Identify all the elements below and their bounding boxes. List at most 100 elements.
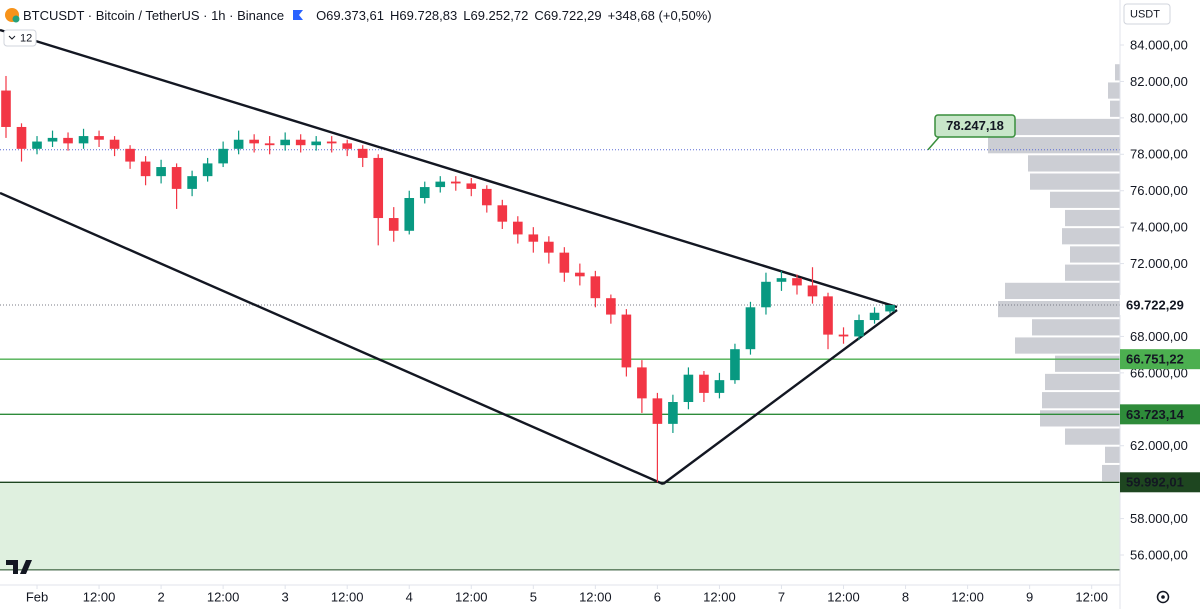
callout-pointer: [927, 135, 941, 151]
candle-body: [745, 307, 756, 350]
volume-profile-bar: [1055, 355, 1120, 372]
candle-body: [466, 183, 477, 189]
volume-profile-bar: [1032, 319, 1120, 336]
candle-body: [513, 221, 523, 235]
support-zone: [0, 482, 1120, 570]
upper-trendline: [0, 28, 898, 309]
candle-body: [78, 136, 89, 144]
candle-body: [559, 252, 570, 273]
y-tick-label: 80.000,00: [1130, 110, 1188, 125]
y-tick-label: 62.000,00: [1130, 438, 1188, 453]
candle-body: [1, 90, 11, 127]
volume-profile-bar: [1062, 228, 1120, 245]
candle-body: [295, 139, 306, 146]
volume-profile-bar: [1030, 173, 1120, 190]
high-value: H69.728,83: [390, 7, 458, 23]
change-value: +348,68 (+0,50%): [607, 7, 712, 23]
candle-body: [94, 136, 104, 140]
volume-profile-bar: [1028, 155, 1120, 172]
y-tick-label: 74.000,00: [1130, 220, 1188, 235]
open-value: O69.373,61: [316, 7, 385, 23]
indicator-toggle[interactable]: 12: [3, 29, 37, 47]
y-tick-label: 58.000,00: [1130, 511, 1188, 526]
candle-body: [575, 272, 585, 277]
candle-body: [730, 349, 740, 381]
candle-body: [683, 374, 694, 403]
flag-shape: [293, 10, 304, 20]
x-tick-label: 12:00: [951, 589, 984, 604]
level-badge: [1120, 404, 1200, 425]
level-label: 66.751,22: [1126, 352, 1184, 367]
under-layer: [0, 64, 1120, 571]
level-label: 63.723,14: [1126, 407, 1185, 422]
usdt-icon: [12, 15, 20, 23]
x-tick-label: 3: [282, 589, 289, 604]
candle-body: [668, 402, 678, 424]
candle-body: [497, 205, 508, 222]
volume-profile-bar: [998, 301, 1120, 318]
symbol-title[interactable]: BTCUSDT · Bitcoin / TetherUS · 1h · Bina…: [23, 7, 285, 23]
volume-profile-bar: [1015, 337, 1120, 354]
candle-body: [404, 198, 415, 231]
last-price-badge: [1120, 295, 1200, 316]
candle-body: [590, 276, 601, 299]
low-value: L69.252,72: [463, 7, 529, 23]
volume-profile-bar: [995, 118, 1120, 136]
y-tick-label: 82.000,00: [1130, 74, 1188, 89]
candle-body: [373, 157, 384, 219]
x-tick-label: 6: [654, 589, 661, 604]
flag-icon[interactable]: [292, 9, 304, 21]
volume-profile-bar: [1070, 246, 1120, 263]
candle-body: [218, 148, 228, 164]
lower-trendline: [0, 191, 664, 486]
volume-profile-bar: [1050, 191, 1120, 208]
indicator-count: 12: [20, 32, 32, 44]
x-tick-label: 12:00: [703, 589, 736, 604]
candle-body: [32, 141, 42, 149]
candle-body: [63, 137, 73, 144]
trendlines: [0, 28, 898, 486]
candle-body: [125, 148, 135, 162]
currency-button[interactable]: USDT: [1123, 3, 1171, 25]
candle-body: [528, 234, 539, 242]
y-tick-label: 72.000,00: [1130, 256, 1188, 271]
volume-profile-bar: [1102, 464, 1120, 482]
volume-profile-bar: [1065, 209, 1120, 227]
candle-body: [854, 320, 864, 337]
candle-body: [388, 218, 399, 231]
candle-body: [16, 126, 27, 149]
candle-body: [544, 241, 554, 253]
callout-box: [934, 114, 1016, 138]
candle-body: [450, 181, 461, 184]
y-tick-label: 84.000,00: [1130, 37, 1188, 52]
x-tick-label: 2: [157, 589, 164, 604]
candle-body: [807, 285, 818, 297]
candle-body: [419, 187, 430, 199]
candle-body: [109, 139, 120, 149]
support-trendline: [662, 309, 898, 485]
indicator-toggle-box[interactable]: [3, 29, 37, 47]
x-tick-label: 12:00: [1075, 589, 1108, 604]
candle-body: [606, 298, 616, 315]
gear-icon[interactable]: [1156, 590, 1170, 604]
candle-body: [202, 163, 213, 177]
last-price-label: 69.722,29: [1126, 297, 1184, 312]
x-tick-label: 5: [530, 589, 537, 604]
x-tick-label: 12:00: [207, 589, 240, 604]
volume-profile-bar: [1108, 82, 1120, 99]
candle-body: [481, 188, 492, 206]
candle-body: [249, 139, 259, 144]
volume-profile-bar: [1110, 100, 1120, 117]
currency-box[interactable]: [1123, 3, 1171, 25]
candle-body: [342, 143, 353, 149]
volume-profile-bar: [1005, 282, 1120, 300]
volume-profile-bar: [1065, 264, 1120, 281]
settings-button[interactable]: [1156, 590, 1170, 604]
logo-shape: [6, 560, 32, 574]
candle-body: [776, 278, 787, 282]
symbol-icon: [5, 8, 20, 23]
y-tick-label: 68.000,00: [1130, 329, 1188, 344]
candle-body: [280, 139, 290, 146]
candle-body: [885, 305, 895, 312]
